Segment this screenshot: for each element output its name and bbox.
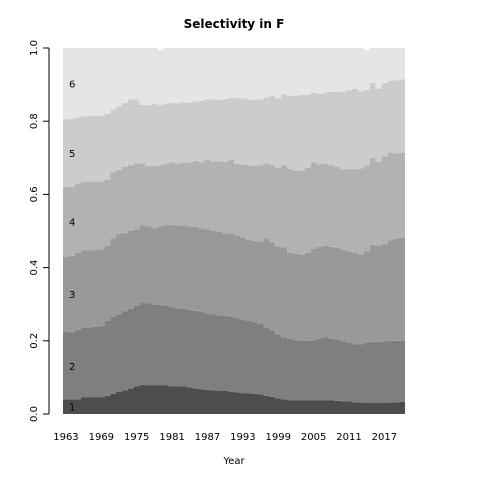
y-tick-label: 0.8	[29, 113, 40, 129]
y-tick-label: 0.6	[29, 186, 40, 202]
series-label-2: 2	[69, 362, 75, 373]
band-6	[63, 48, 405, 120]
band-4	[63, 152, 405, 257]
band-5	[63, 79, 405, 188]
x-axis-title: Year	[222, 456, 245, 467]
band-2	[63, 302, 405, 404]
x-tick-label: 1969	[89, 432, 114, 443]
series-labels: 1 2 3 4 5 6	[69, 80, 75, 414]
x-tick-label: 1975	[124, 432, 149, 443]
y-tick-label: 0.4	[29, 260, 40, 276]
y-tick-label: 1.0	[29, 40, 40, 56]
y-tick-label: 0.0	[29, 406, 40, 422]
y-axis: 0.0 0.2 0.4 0.6 0.8 1.0	[29, 40, 50, 422]
x-tick-label: 1999	[265, 432, 290, 443]
x-tick-label: 1993	[230, 432, 255, 443]
x-tick-label: 1987	[195, 432, 220, 443]
x-tick-label: 2017	[372, 432, 397, 443]
x-tick-label: 1963	[53, 432, 78, 443]
series-label-4: 4	[69, 217, 75, 228]
series-label-5: 5	[69, 149, 75, 160]
series-label-6: 6	[69, 80, 75, 91]
stacked-bands	[63, 48, 405, 414]
band-1	[63, 384, 405, 414]
x-tick-label: 2005	[301, 432, 326, 443]
y-tick-label: 0.2	[29, 333, 40, 349]
x-axis: 1963 1969 1975 1981 1987 1993 1999 2005 2011 2017	[53, 432, 397, 443]
chart-title: Selectivity in F	[184, 17, 285, 31]
x-tick-label: 1981	[159, 432, 184, 443]
series-label-1: 1	[69, 403, 75, 414]
band-3	[63, 224, 405, 345]
x-tick-label: 2011	[336, 432, 361, 443]
series-label-3: 3	[69, 290, 75, 301]
